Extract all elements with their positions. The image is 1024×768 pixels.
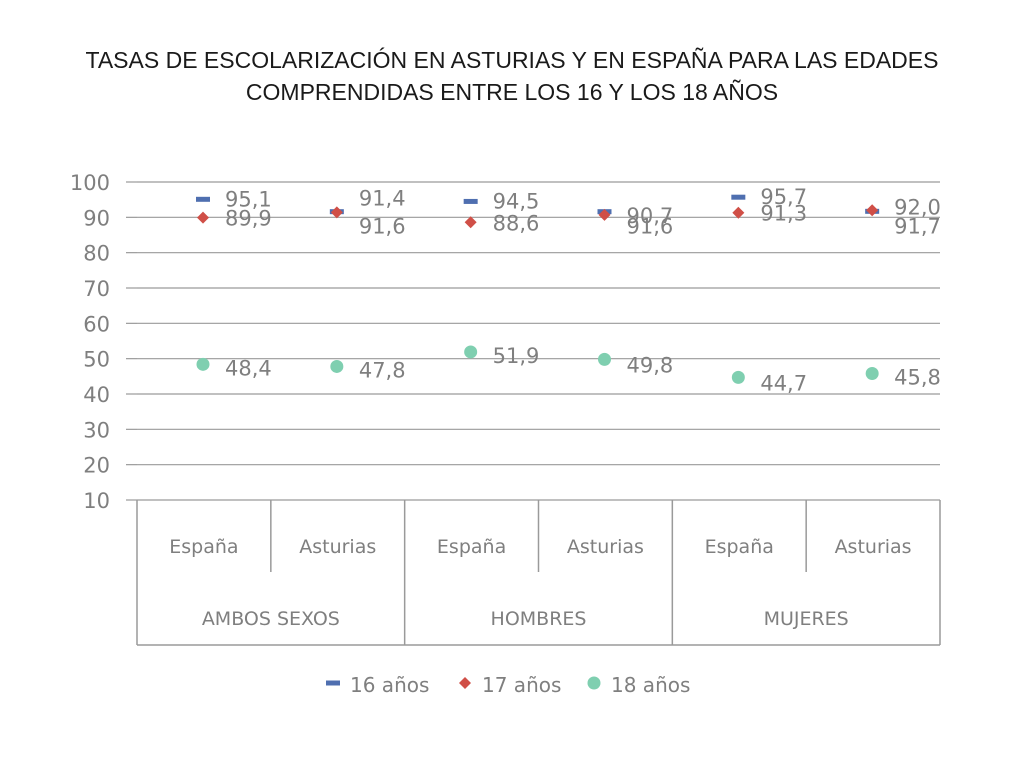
data-point-circle [464,345,478,359]
data-label: 92,0 [894,195,941,219]
data-label: 47,8 [359,358,406,382]
data-label: 48,4 [225,356,272,380]
data-label: 91,4 [359,186,406,210]
category-label: Asturias [567,536,644,558]
data-label: 91,7 [894,214,941,238]
data-point-circle [598,352,611,366]
y-tick-label: 20 [83,454,110,478]
data-labels: 95,1 91,6 94,5 91,6 95,7 91,7 89,9 91,4 88,6 90,7… [225,185,941,395]
category-label: España [437,536,506,558]
y-tick-label: 30 [83,418,110,442]
data-label: 45,8 [894,366,941,390]
legend-marker [459,677,471,689]
legend-marker [326,680,340,686]
data-label: 91,6 [627,215,674,239]
data-label: 49,8 [627,353,674,377]
legend-item: 16 años [326,673,429,697]
y-tick-label: 10 [83,489,110,513]
legend-label: 17 años [482,673,561,697]
data-label: 89,9 [225,207,272,231]
data-point-diamond [330,206,343,219]
category-label: Asturias [835,536,912,558]
data-label: 95,1 [225,187,272,211]
legend-item: 18 años [587,673,690,697]
legend-label: 18 años [611,673,690,697]
y-tick-label: 100 [70,171,110,195]
legend-label: 16 años [350,673,429,697]
category-label: España [705,536,774,558]
data-point-circle [731,370,745,384]
data-label: 90,7 [627,204,674,228]
chart-title-line-1: TASAS DE ESCOLARIZACIÓN EN ASTURIAS Y EN… [85,47,939,73]
data-label: 91,3 [760,202,807,226]
y-tick-label: 50 [83,348,110,372]
y-tick-label: 40 [83,383,110,407]
group-label: MUJERES [764,608,849,630]
chart-title-line-2: COMPRENDIDAS ENTRE LOS 16 Y LOS 18 AÑOS [245,79,779,105]
y-tick-label: 80 [83,242,110,266]
data-point-circle [330,359,344,373]
data-point-circle [196,357,210,371]
data-label: 44,7 [760,371,807,395]
data-label: 95,7 [760,185,807,209]
y-tick-label: 90 [83,206,110,230]
y-tick-label: 70 [83,277,110,301]
category-axis: España Asturias España Asturias España Asturi… [136,500,941,646]
data-point-diamond [598,208,611,221]
chart-title: TASAS DE ESCOLARIZACIÓN EN ASTURIAS Y EN… [40,44,984,108]
y-tick-label: 60 [83,312,110,336]
data-marks [196,194,880,384]
category-label: España [169,536,238,558]
data-point-diamond [732,206,745,219]
data-label: 94,5 [493,189,540,213]
category-label: Asturias [299,536,376,558]
data-point-diamond [866,204,879,217]
data-point-dash [463,198,478,204]
data-label: 91,6 [359,215,406,239]
data-label: 51,9 [493,344,540,368]
legend: 16 años 17 años 18 años [326,673,690,697]
y-axis-ticks: 100 90 80 70 60 50 40 30 20 10 [70,171,110,513]
legend-marker [587,676,601,690]
legend-item: 17 años [459,673,561,697]
data-label: 88,6 [493,211,540,235]
data-point-diamond [197,211,209,224]
group-label: AMBOS SEXOS [202,608,340,630]
data-point-circle [865,367,879,381]
data-point-dash [196,196,210,202]
data-point-dash [731,194,746,200]
group-label: HOMBRES [491,608,587,630]
data-point-diamond [464,216,477,229]
